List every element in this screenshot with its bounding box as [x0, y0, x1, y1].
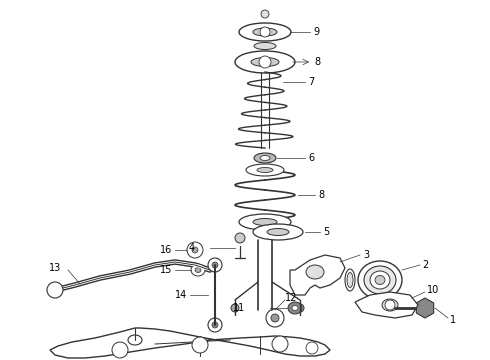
Circle shape — [296, 304, 304, 312]
Text: 3: 3 — [363, 250, 369, 260]
Ellipse shape — [260, 156, 270, 161]
Circle shape — [235, 233, 245, 243]
Ellipse shape — [375, 275, 385, 284]
Ellipse shape — [253, 219, 277, 225]
Text: 2: 2 — [422, 260, 428, 270]
Text: 12: 12 — [285, 293, 297, 303]
Text: 15: 15 — [160, 265, 172, 275]
Ellipse shape — [306, 265, 324, 279]
Circle shape — [272, 336, 288, 352]
Circle shape — [259, 56, 271, 68]
Polygon shape — [416, 298, 434, 318]
Circle shape — [231, 304, 239, 312]
Circle shape — [47, 282, 63, 298]
Ellipse shape — [253, 224, 303, 240]
Ellipse shape — [257, 167, 273, 172]
Text: 1: 1 — [450, 315, 456, 325]
Text: 13: 13 — [49, 263, 61, 273]
Circle shape — [266, 309, 284, 327]
Ellipse shape — [191, 264, 205, 276]
Circle shape — [187, 242, 203, 258]
Circle shape — [385, 300, 395, 310]
Ellipse shape — [382, 299, 398, 311]
Ellipse shape — [239, 214, 291, 230]
Text: 6: 6 — [308, 153, 314, 163]
Ellipse shape — [195, 267, 201, 273]
Text: 11: 11 — [233, 303, 245, 313]
Circle shape — [261, 10, 269, 18]
Text: 9: 9 — [313, 27, 319, 37]
Ellipse shape — [347, 273, 353, 288]
Text: 8: 8 — [314, 57, 320, 67]
Ellipse shape — [288, 302, 302, 314]
Ellipse shape — [253, 28, 277, 36]
Polygon shape — [355, 292, 418, 318]
Ellipse shape — [254, 42, 276, 50]
Polygon shape — [290, 255, 345, 295]
Ellipse shape — [292, 306, 298, 310]
Text: 8: 8 — [318, 190, 324, 200]
Ellipse shape — [254, 153, 276, 163]
Circle shape — [192, 337, 208, 353]
Text: 14: 14 — [175, 290, 187, 300]
Circle shape — [208, 258, 222, 272]
Circle shape — [212, 322, 218, 328]
Ellipse shape — [235, 51, 295, 73]
Circle shape — [192, 247, 198, 253]
Circle shape — [112, 342, 128, 358]
Text: 5: 5 — [323, 227, 329, 237]
Text: 7: 7 — [308, 77, 314, 87]
Text: 4: 4 — [189, 243, 195, 253]
Text: 16: 16 — [160, 245, 172, 255]
Circle shape — [260, 27, 270, 37]
Text: 10: 10 — [427, 285, 439, 295]
Ellipse shape — [267, 229, 289, 235]
Ellipse shape — [239, 23, 291, 41]
Ellipse shape — [364, 266, 396, 294]
Circle shape — [212, 262, 218, 268]
Ellipse shape — [246, 164, 284, 176]
Ellipse shape — [128, 335, 142, 345]
Ellipse shape — [358, 261, 402, 299]
Ellipse shape — [251, 58, 279, 67]
Polygon shape — [50, 328, 330, 358]
Ellipse shape — [370, 271, 390, 289]
Circle shape — [208, 318, 222, 332]
Circle shape — [306, 342, 318, 354]
Ellipse shape — [345, 269, 355, 291]
Circle shape — [271, 314, 279, 322]
